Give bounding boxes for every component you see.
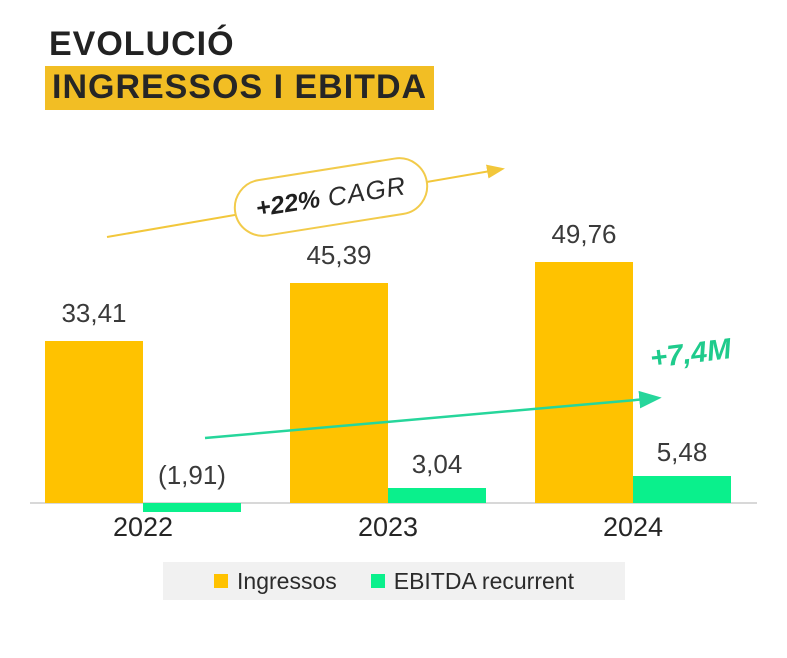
- bar-ebitda-recurrent-2024: [633, 476, 731, 503]
- value-label-ingressos-2022: 33,41: [61, 298, 127, 328]
- title-line-1: EVOLUCIÓ: [49, 25, 235, 63]
- x-axis-label-2023: 2023: [357, 512, 419, 542]
- value-label-ingressos-2023: 45,39: [306, 240, 372, 270]
- legend-item-ebitda: EBITDA recurrent: [370, 567, 574, 595]
- value-label-ebitda-recurrent-2023: 3,04: [411, 449, 463, 479]
- cagr-label: CAGR: [325, 169, 409, 212]
- x-axis-label-2024: 2024: [602, 512, 664, 542]
- bar-ingressos-2024: [535, 262, 633, 503]
- bar-ebitda-recurrent-2022: [143, 503, 241, 512]
- chart-title: EVOLUCIÓ INGRESSOS I EBITDA: [45, 22, 435, 110]
- value-label-ingressos-2024: 49,76: [551, 219, 617, 249]
- bar-ebitda-recurrent-2023: [388, 488, 486, 503]
- legend-label-ebitda: EBITDA recurrent: [393, 567, 574, 594]
- cagr-value: +22%: [253, 184, 323, 223]
- bar-ingressos-2023: [290, 283, 388, 503]
- legend-label-ingressos: Ingressos: [237, 567, 337, 594]
- legend: Ingressos EBITDA recurrent: [163, 562, 625, 600]
- value-label-ebitda-recurrent-2022: (1,91): [158, 460, 226, 490]
- value-label-ebitda-recurrent-2024: 5,48: [656, 437, 708, 467]
- bar-ingressos-2022: [45, 341, 143, 503]
- ingressos-swatch-icon: [214, 574, 229, 588]
- title-line-2: INGRESSOS I EBITDA: [45, 66, 435, 110]
- legend-item-ingressos: Ingressos: [214, 568, 337, 595]
- ebitda-swatch-icon: [370, 574, 385, 588]
- x-axis-label-2022: 2022: [112, 512, 174, 542]
- x-axis-baseline: [30, 502, 757, 504]
